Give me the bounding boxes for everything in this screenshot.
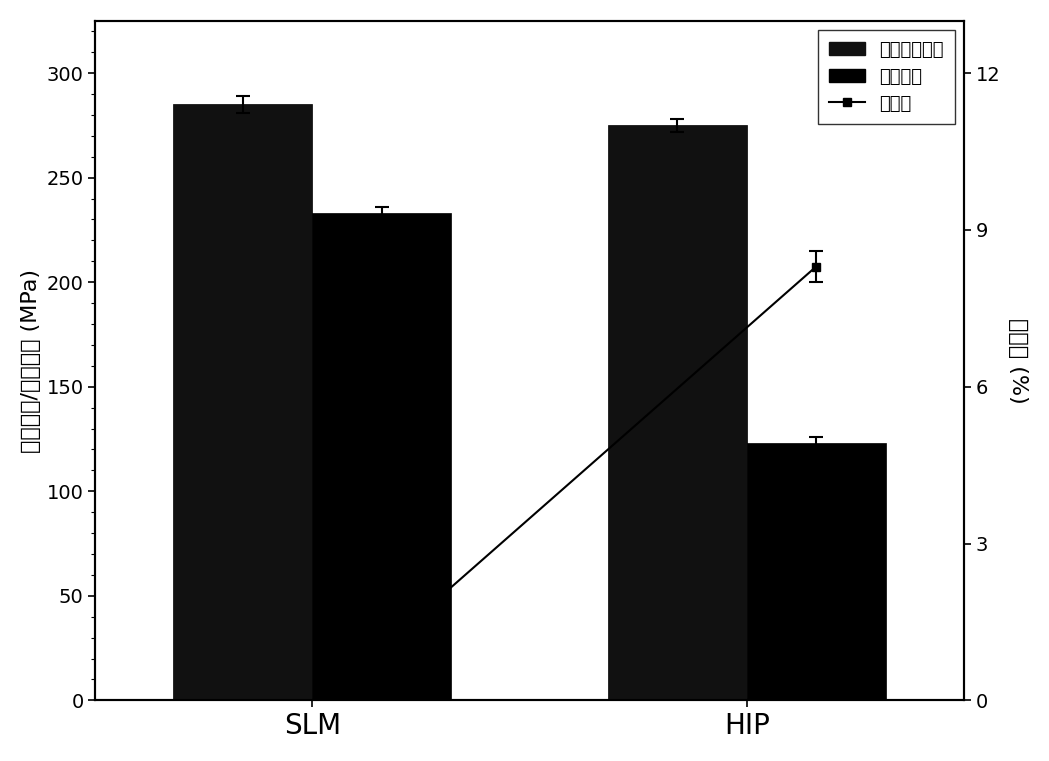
Bar [607, 126, 747, 700]
Y-axis label: 延伸率 (%): 延伸率 (%) [1008, 318, 1028, 403]
Legend: 极限抗拉强度, 屈服强度, 延伸率: 极限抗拉强度, 屈服强度, 延伸率 [818, 30, 955, 123]
Bar [313, 213, 451, 700]
Line: 延伸率: 延伸率 [378, 263, 820, 652]
Y-axis label: 极限抗拉/屈服强度 (MPa): 极限抗拉/屈服强度 (MPa) [21, 269, 41, 453]
Bar [173, 104, 313, 700]
延伸率 [376, 644, 388, 653]
延伸率 [810, 262, 822, 271]
Bar [747, 443, 885, 700]
